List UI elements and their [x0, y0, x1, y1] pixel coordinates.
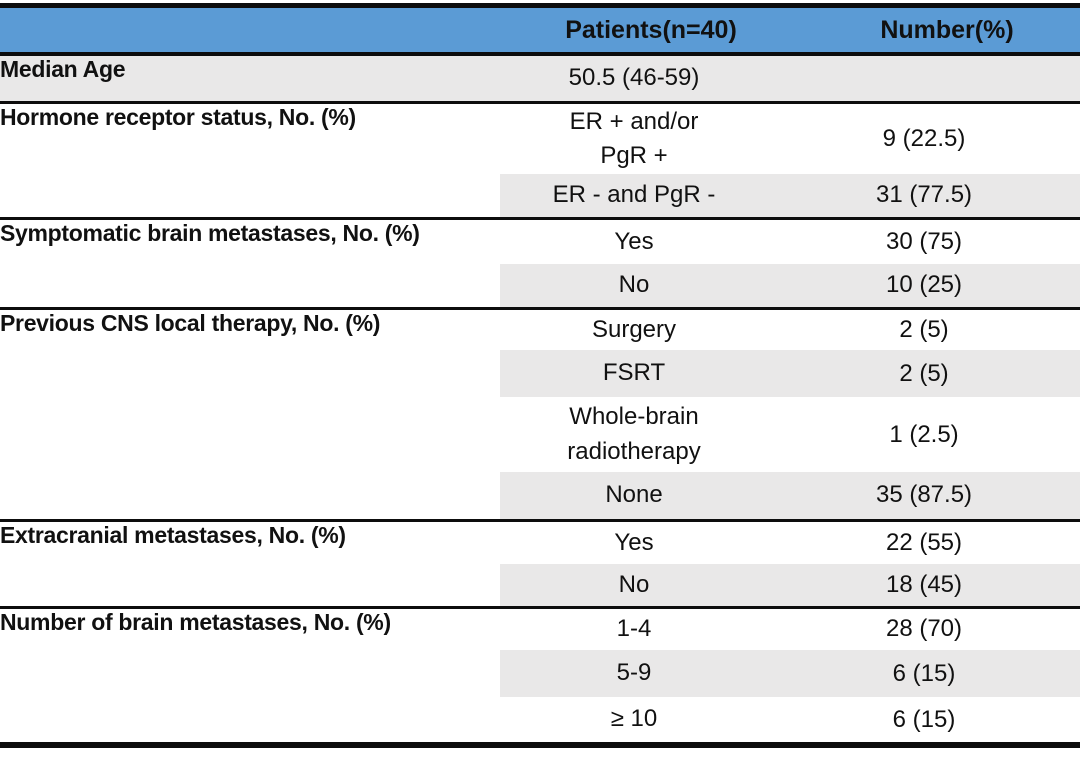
row-label-hormone-receptor: Hormone receptor status, No. (%): [0, 100, 500, 218]
row-label-median-age: Median Age: [0, 52, 500, 102]
row-label-symptomatic: Symptomatic brain metastases, No. (%): [0, 216, 500, 308]
header-row: Patients(n=40) Number(%): [0, 8, 1080, 56]
number-cell: 6 (15): [768, 650, 1080, 697]
table-row: No 10 (25): [0, 264, 1080, 308]
table-row: Median Age 50.5 (46-59): [0, 52, 1080, 102]
patients-cell: 50.5 (46-59): [500, 52, 768, 102]
table-row: Extracranial metastases, No. (%) Yes 22 …: [0, 518, 1080, 607]
row-label-previous-cns: Previous CNS local therapy, No. (%): [0, 306, 500, 520]
patients-cell: ER - and PgR -: [500, 174, 768, 218]
number-cell: 2 (5): [768, 306, 1080, 350]
top-border-bar: [0, 3, 1080, 8]
patients-cell: Whole-brain radiotherapy: [567, 403, 701, 465]
number-cell: 22 (55): [768, 518, 1080, 564]
number-cell: 2 (5): [768, 350, 1080, 397]
table-row: FSRT 2 (5): [0, 350, 1080, 397]
number-cell: [768, 52, 1080, 102]
table-row: 5-9 6 (15): [0, 650, 1080, 697]
table-row: ER - and PgR - 31 (77.5): [0, 174, 1080, 218]
patients-cell: None: [500, 472, 768, 520]
table-row: Whole-brain radiotherapy 1 (2.5): [0, 397, 1080, 472]
patient-characteristics-table: Patients(n=40) Number(%) Median Age 50.5…: [0, 8, 1080, 748]
number-cell: 1 (2.5): [889, 420, 959, 448]
patients-cell: 1-4: [500, 605, 768, 650]
table-row: Number of brain metastases, No. (%) 1-4 …: [0, 605, 1080, 745]
row-label-extracranial: Extracranial metastases, No. (%): [0, 518, 500, 607]
number-cell: 6 (15): [892, 705, 956, 733]
number-cell: 35 (87.5): [768, 472, 1080, 520]
row-label-number-brain-mets: Number of brain metastases, No. (%): [0, 605, 500, 745]
number-cell: 18 (45): [768, 564, 1080, 607]
patients-cell: ER + and/or PgR +: [500, 100, 768, 174]
patients-cell: Yes: [500, 216, 768, 264]
patients-cell: Surgery: [500, 306, 768, 350]
patients-cell: Yes: [500, 518, 768, 564]
header-patients: Patients(n=40): [500, 8, 768, 56]
table-row: Symptomatic brain metastases, No. (%) Ye…: [0, 216, 1080, 308]
patients-cell: No: [500, 264, 768, 308]
patients-cell: FSRT: [500, 350, 768, 397]
table-row: Hormone receptor status, No. (%) ER + an…: [0, 100, 1080, 218]
table-row: No 18 (45): [0, 564, 1080, 607]
header-empty-cell: [0, 8, 500, 56]
table-row: Previous CNS local therapy, No. (%) Surg…: [0, 306, 1080, 520]
patients-cell: 5-9: [500, 650, 768, 697]
number-cell: 30 (75): [768, 216, 1080, 264]
header-number: Number(%): [768, 8, 1080, 56]
table-row: None 35 (87.5): [0, 472, 1080, 520]
number-cell: 28 (70): [768, 605, 1080, 650]
patients-cell: No: [500, 564, 768, 607]
number-cell: 9 (22.5): [768, 100, 1080, 174]
table-row: ≥ 10 6 (15): [0, 697, 1080, 745]
number-cell: 31 (77.5): [768, 174, 1080, 218]
patients-cell: ≥ 10: [610, 705, 658, 733]
number-cell: 10 (25): [768, 264, 1080, 308]
